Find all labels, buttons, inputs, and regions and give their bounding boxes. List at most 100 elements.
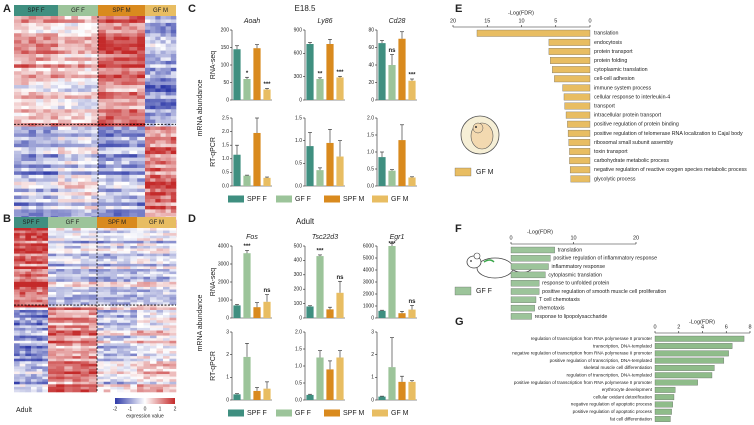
heatmap-cell (56, 233, 65, 236)
heatmap-cell (50, 57, 59, 62)
heatmap-cell (170, 209, 177, 214)
heatmap-cell (64, 154, 72, 158)
heatmap-cell (31, 251, 37, 254)
heatmap-cell (137, 133, 146, 138)
heatmap-cell (169, 343, 177, 347)
heatmap-cell (71, 53, 79, 58)
heatmap-cell (105, 67, 114, 72)
heatmap-cell (64, 289, 73, 293)
heatmap-cell (143, 327, 151, 331)
heatmap-cell (165, 102, 172, 107)
heatmap-cell (58, 85, 65, 89)
heatmap-cell (36, 271, 43, 275)
heatmap-cell (143, 312, 151, 316)
heatmap-cell (43, 199, 51, 203)
heatmap-cell (56, 256, 65, 260)
heatmap-cell (43, 64, 51, 69)
heatmap-cell (71, 88, 79, 93)
heatmap-cell (169, 325, 177, 329)
heatmap-cell (50, 150, 59, 155)
heatmap-cell (143, 379, 151, 383)
heatmap-cell (169, 386, 177, 390)
heatmap-cell (113, 199, 122, 203)
heatmap-cell (48, 330, 57, 334)
heatmap-cell (58, 81, 65, 86)
category-label: endocytosis (594, 40, 622, 46)
heatmap-cell (130, 333, 138, 336)
heatmap-cell (97, 322, 104, 326)
heatmap-cell (14, 269, 20, 272)
heatmap-cell (42, 238, 49, 242)
heatmap-cell (137, 381, 144, 385)
heatmap-cell (19, 386, 26, 390)
legend-swatch (276, 195, 292, 203)
heatmap-cell (19, 286, 26, 290)
heatmap-cell (155, 22, 161, 27)
heatmap-cell (113, 74, 122, 79)
heatmap-cell (91, 199, 99, 203)
heatmap-cell (170, 164, 177, 169)
heatmap-cell (155, 161, 161, 165)
heatmap-cell (36, 312, 43, 316)
heatmap-cell (19, 284, 26, 288)
heatmap-cell (169, 366, 177, 370)
heatmap-cell (110, 286, 118, 290)
heatmap-cell (14, 192, 22, 196)
heatmap-cell (80, 317, 90, 321)
bar (570, 175, 591, 183)
heatmap-cell (84, 22, 92, 27)
heatmap-cell (78, 140, 85, 145)
heatmap-cell (160, 33, 166, 38)
heatmap-cell (156, 253, 164, 257)
heatmap-cell (121, 133, 130, 138)
heatmap-cell (143, 366, 151, 370)
heatmap-cell (123, 281, 131, 285)
category-label: response to lipopolysaccharide (535, 314, 608, 320)
bar (336, 156, 344, 186)
heatmap-cell (36, 379, 43, 383)
heatmap-cell (103, 368, 111, 372)
heatmap-cell (14, 174, 22, 179)
heatmap-cell (14, 258, 20, 262)
heatmap-cell (137, 333, 144, 336)
heatmap-cell (48, 379, 57, 383)
heatmap-cell (160, 126, 166, 131)
heatmap-cell (64, 171, 72, 176)
heatmap-cell (98, 136, 107, 141)
heatmap-cell (78, 109, 85, 113)
heatmap-cell (170, 205, 177, 210)
heatmap-cell (48, 274, 57, 277)
heatmap-cell (21, 112, 29, 117)
heatmap-cell (21, 50, 29, 55)
heatmap-cell (121, 209, 130, 214)
heatmap-cell (130, 335, 138, 339)
heatmap-cell (43, 16, 51, 20)
heatmap-cell (14, 233, 20, 236)
heatmap-cell (150, 126, 156, 131)
heatmap-cell (28, 161, 37, 165)
heatmap-cell (130, 353, 138, 357)
heatmap-cell (31, 356, 37, 359)
heatmap-cell (84, 123, 92, 127)
heatmap-cell (143, 289, 151, 293)
heatmap-cell (21, 181, 29, 186)
heatmap-cell (143, 228, 151, 231)
heatmap-cell (150, 358, 157, 362)
heatmap-cell (78, 157, 85, 162)
heatmap-cell (145, 209, 151, 214)
heatmap-cell (143, 310, 151, 313)
heatmap-cell (137, 286, 144, 290)
heatmap-cell (43, 98, 51, 103)
heatmap-cell (145, 116, 151, 120)
heatmap-cell (36, 140, 44, 145)
heatmap-cell (150, 351, 157, 354)
heatmap-cell (117, 256, 124, 260)
heatmap-cell (123, 343, 131, 347)
heatmap-cell (21, 43, 29, 48)
heatmap-cell (56, 366, 65, 370)
heatmap-cell (117, 279, 124, 283)
heatmap-cell (19, 333, 26, 336)
heatmap-cell (14, 109, 22, 113)
heatmap-cell (84, 112, 92, 117)
heatmap-cell (71, 147, 79, 151)
